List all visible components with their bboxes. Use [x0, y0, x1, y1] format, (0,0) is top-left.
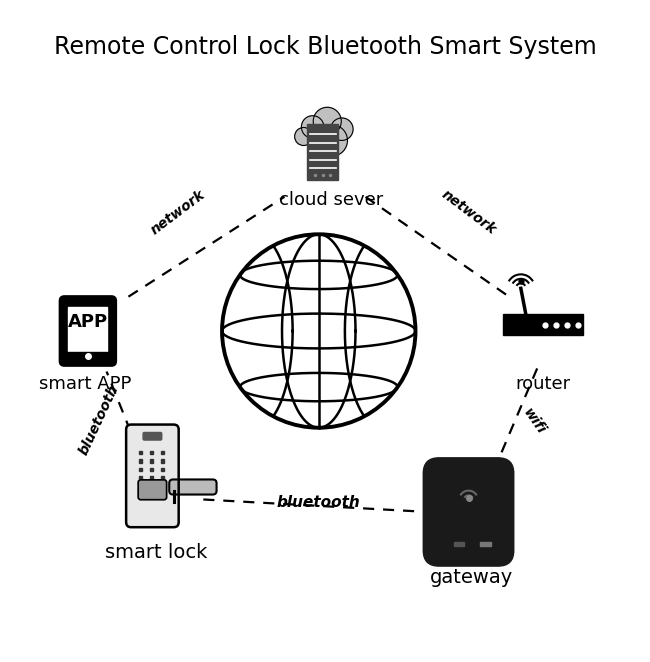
- Text: smart APP: smart APP: [38, 375, 131, 393]
- Text: router: router: [516, 375, 571, 393]
- FancyBboxPatch shape: [143, 432, 162, 440]
- FancyBboxPatch shape: [454, 542, 464, 546]
- FancyBboxPatch shape: [307, 124, 338, 180]
- FancyBboxPatch shape: [138, 480, 166, 500]
- Text: wifi: wifi: [520, 406, 548, 437]
- FancyBboxPatch shape: [169, 479, 216, 495]
- Text: APP: APP: [68, 313, 108, 332]
- FancyBboxPatch shape: [139, 451, 142, 454]
- FancyBboxPatch shape: [139, 459, 142, 463]
- FancyBboxPatch shape: [59, 296, 116, 366]
- FancyBboxPatch shape: [480, 542, 491, 546]
- FancyBboxPatch shape: [150, 467, 153, 471]
- FancyBboxPatch shape: [150, 451, 153, 454]
- FancyBboxPatch shape: [139, 476, 142, 479]
- FancyBboxPatch shape: [150, 476, 153, 479]
- FancyBboxPatch shape: [68, 307, 107, 351]
- Text: cloud sever: cloud sever: [279, 191, 384, 209]
- FancyBboxPatch shape: [68, 352, 107, 360]
- Circle shape: [294, 128, 313, 146]
- Circle shape: [316, 124, 348, 156]
- FancyBboxPatch shape: [161, 451, 164, 454]
- Text: gateway: gateway: [430, 568, 514, 587]
- FancyBboxPatch shape: [150, 459, 153, 463]
- Text: network: network: [148, 187, 208, 238]
- Circle shape: [302, 116, 324, 138]
- FancyBboxPatch shape: [139, 467, 142, 471]
- FancyBboxPatch shape: [126, 424, 179, 527]
- FancyBboxPatch shape: [161, 467, 164, 471]
- Text: network: network: [439, 187, 499, 238]
- Text: smart lock: smart lock: [105, 543, 208, 562]
- Circle shape: [331, 118, 353, 140]
- Text: Remote Control Lock Bluetooth Smart System: Remote Control Lock Bluetooth Smart Syst…: [53, 34, 597, 59]
- FancyBboxPatch shape: [423, 458, 514, 566]
- Circle shape: [313, 107, 341, 135]
- FancyBboxPatch shape: [161, 459, 164, 463]
- FancyBboxPatch shape: [161, 476, 164, 479]
- Text: bluetooth: bluetooth: [277, 495, 361, 510]
- FancyBboxPatch shape: [504, 314, 583, 335]
- Circle shape: [222, 234, 415, 428]
- Text: bluetooth: bluetooth: [77, 382, 122, 457]
